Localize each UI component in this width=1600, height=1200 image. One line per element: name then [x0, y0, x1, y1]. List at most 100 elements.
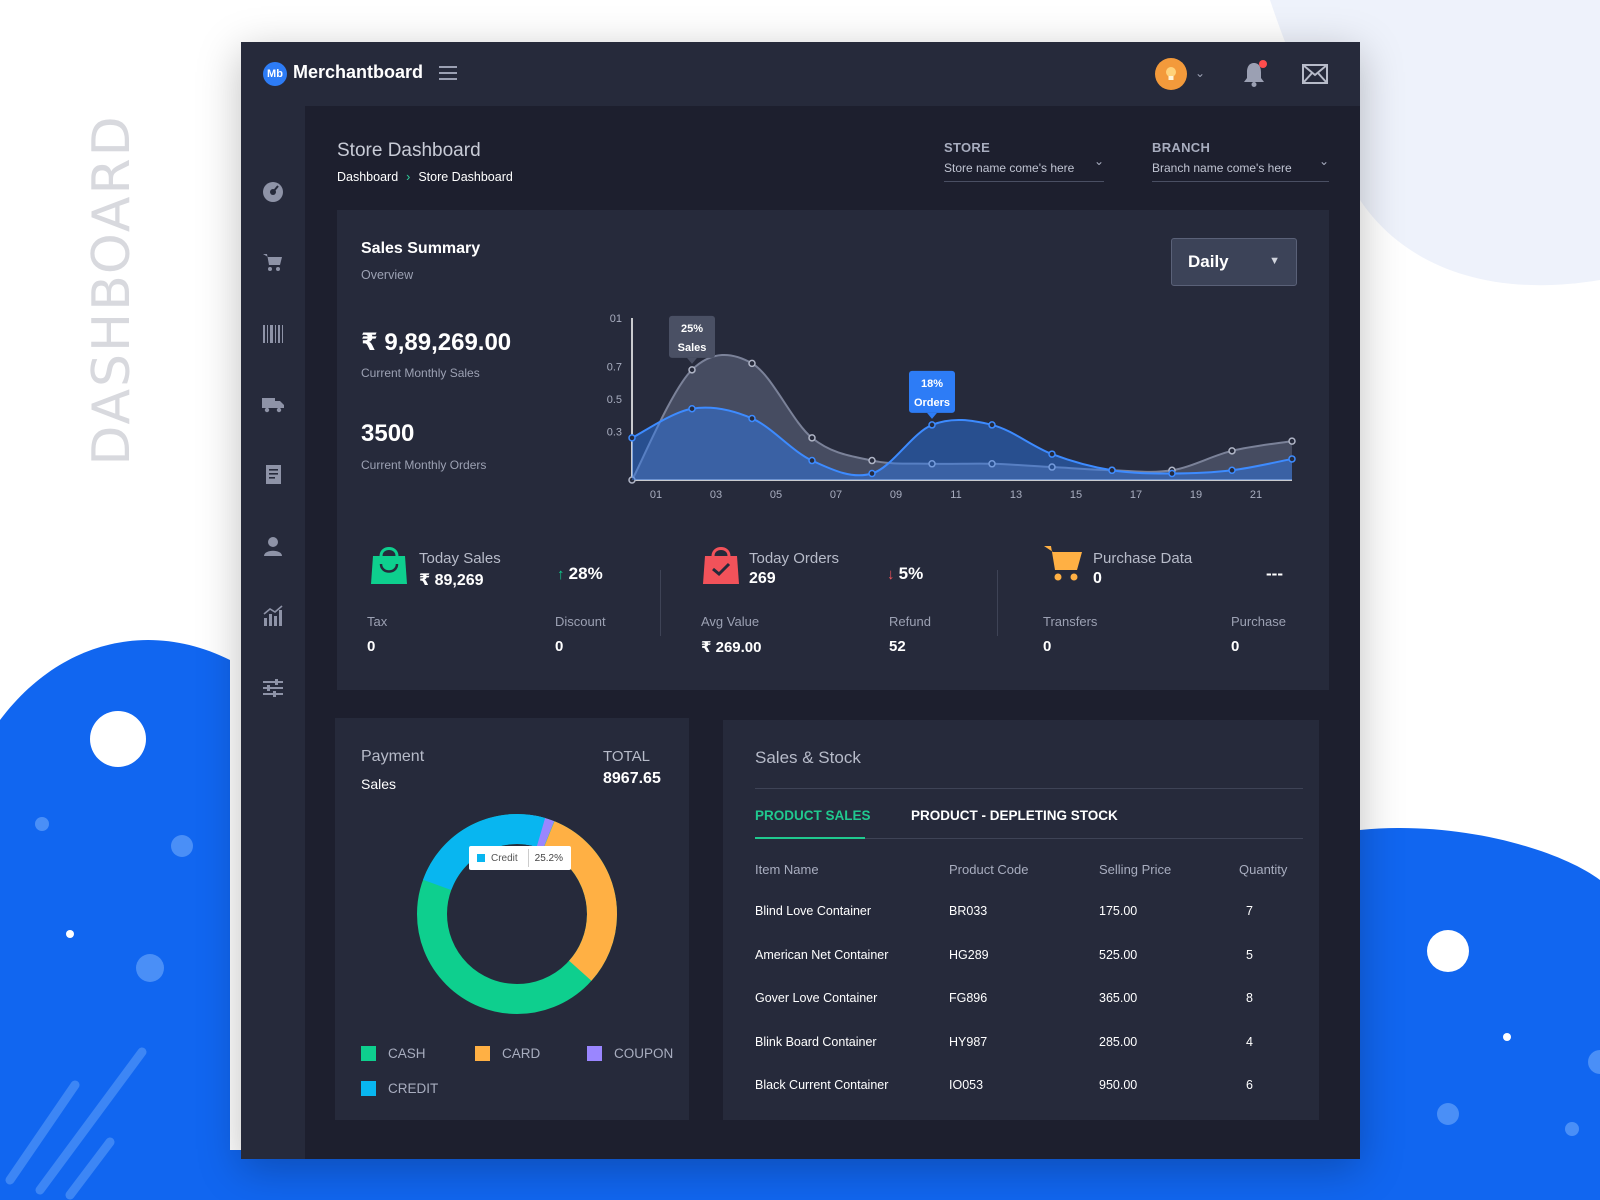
x-tick-label: 07 [830, 489, 842, 500]
legend-coupon[interactable]: COUPON [587, 1046, 673, 1061]
column-header[interactable]: Selling Price [1099, 862, 1172, 877]
tab-product-sales[interactable]: PRODUCT SALES [755, 808, 871, 823]
chart-tooltip-value: 18% [921, 378, 943, 390]
truck-icon[interactable] [261, 392, 285, 416]
y-tick-label: 0.5 [607, 394, 622, 406]
item-name-cell: Black Current Container [755, 1078, 889, 1092]
menu-icon[interactable] [439, 66, 457, 80]
divider [527, 849, 529, 867]
stat-sub-label: Tax [367, 614, 388, 629]
sliders-icon[interactable] [261, 676, 285, 700]
payment-donut-chart [417, 813, 617, 1014]
sales-stock-card: Sales & Stock PRODUCT SALES PRODUCT - DE… [723, 720, 1319, 1120]
sales-summary-title: Sales Summary [361, 240, 481, 257]
bell-icon[interactable] [1241, 60, 1267, 88]
chart-icon[interactable] [261, 604, 285, 628]
breadcrumb-item: Store Dashboard [418, 170, 513, 184]
quantity-cell: 8 [1246, 991, 1253, 1005]
tab-depleting-stock[interactable]: PRODUCT - DEPLETING STOCK [911, 808, 1118, 823]
user-icon[interactable] [261, 534, 285, 558]
column-header[interactable]: Item Name [755, 862, 819, 877]
app-window: Mb Merchantboard ⌄ Store Dashboard Dashb… [241, 42, 1360, 1159]
divider [997, 570, 998, 636]
tooltip-value: 25.2% [534, 852, 563, 864]
item-name-cell: Blink Board Container [755, 1034, 877, 1049]
payment-title: Payment [361, 748, 425, 765]
stat-sub-label: Refund [889, 614, 931, 629]
period-select[interactable]: Daily ▼ [1171, 238, 1297, 286]
tooltip-swatch [477, 854, 485, 862]
brand-name[interactable]: Merchantboard [293, 62, 424, 82]
chart-tooltip-label: Orders [914, 397, 950, 409]
notification-dot [1259, 60, 1267, 68]
store-value: Store name come's here [944, 161, 1075, 175]
payment-total-value: 8967.65 [603, 770, 661, 787]
payment-card: Payment Sales TOTAL 8967.65 Credit 25.2%… [335, 718, 689, 1120]
chevron-down-icon[interactable]: ⌄ [1195, 66, 1206, 80]
series-area-orders [632, 407, 1292, 480]
y-tick-label: 0.3 [607, 426, 622, 438]
x-tick-label: 11 [950, 489, 961, 500]
arrow-up-icon: ↑ [557, 566, 569, 583]
sales-summary-subtitle: Overview [361, 268, 414, 282]
stat-sub-value: 0 [555, 638, 564, 655]
stat-sub-value: 0 [1043, 638, 1052, 655]
stat-change-value: 5% [898, 564, 924, 583]
today-sales-stat: Today Sales ₹ 89,269 ↑ 28% Tax 0 Discoun… [367, 547, 667, 670]
barcode-icon[interactable] [261, 322, 285, 346]
logo[interactable]: Mb [263, 62, 287, 86]
data-point-orders [1168, 469, 1176, 478]
legend-cash[interactable]: CASH [361, 1046, 426, 1061]
stat-change: ↑ 28% [557, 564, 603, 584]
product-code-cell: IO053 [949, 1078, 984, 1092]
data-point-orders [1108, 466, 1116, 475]
breadcrumb: Dashboard › Store Dashboard [337, 170, 513, 184]
legend-card[interactable]: CARD [475, 1046, 540, 1061]
cart-icon[interactable] [261, 250, 285, 274]
stat-sub-value: ₹ 269.00 [701, 639, 762, 656]
y-tick-label: 0.7 [607, 362, 622, 374]
chart-tooltip-sales [669, 315, 715, 358]
stat-change-value: 28% [568, 564, 603, 583]
monthly-orders-label: Current Monthly Orders [361, 458, 487, 472]
x-tick-label: 17 [1130, 489, 1142, 500]
data-point-orders [628, 434, 636, 442]
column-header[interactable]: Product Code [949, 862, 1029, 877]
stat-title: Purchase Data [1093, 550, 1193, 567]
data-point-orders [1288, 455, 1296, 463]
mail-icon[interactable] [1302, 64, 1328, 84]
avatar[interactable] [1155, 58, 1187, 90]
x-tick-label: 01 [650, 489, 662, 500]
quantity-cell: 6 [1246, 1078, 1253, 1092]
product-code-cell: BR033 [949, 904, 988, 918]
branch-select[interactable]: BRANCH Branch name come's here ⌄ [1152, 140, 1329, 182]
divider [755, 838, 1303, 839]
document-icon[interactable] [261, 462, 285, 486]
stat-sub-label: Avg Value [701, 614, 760, 629]
branch-label: BRANCH [1152, 140, 1211, 155]
breadcrumb-item[interactable]: Dashboard [337, 170, 399, 184]
data-point-sales [928, 460, 936, 468]
data-point-sales [628, 476, 636, 484]
data-point-orders [868, 469, 876, 478]
data-point-orders [1228, 466, 1236, 475]
store-select[interactable]: STORE Store name come's here ⌄ [944, 140, 1104, 182]
chart-tooltip-orders [909, 370, 955, 413]
column-header[interactable]: Quantity [1239, 862, 1288, 877]
stat-change-value: --- [1266, 564, 1283, 583]
active-tab-indicator [755, 837, 865, 839]
item-name-cell: Blind Love Container [755, 904, 872, 918]
selling-price-cell: 365.00 [1099, 991, 1138, 1005]
x-tick-label: 03 [710, 489, 722, 500]
selling-price-cell: 525.00 [1099, 947, 1138, 962]
purchase-stat: Purchase Data 0 --- Transfers 0 Purchase… [1043, 546, 1293, 670]
donut-tooltip: Credit 25.2% [469, 846, 571, 870]
period-value: Daily [1188, 252, 1229, 271]
item-name-cell: Gover Love Container [755, 991, 878, 1005]
product-code-cell: HG289 [949, 947, 989, 962]
dashboard-icon[interactable] [261, 180, 285, 204]
chevron-right-icon: › [406, 170, 411, 184]
legend-credit[interactable]: CREDIT [361, 1081, 438, 1096]
stat-change: ↓ 5% [887, 564, 923, 584]
